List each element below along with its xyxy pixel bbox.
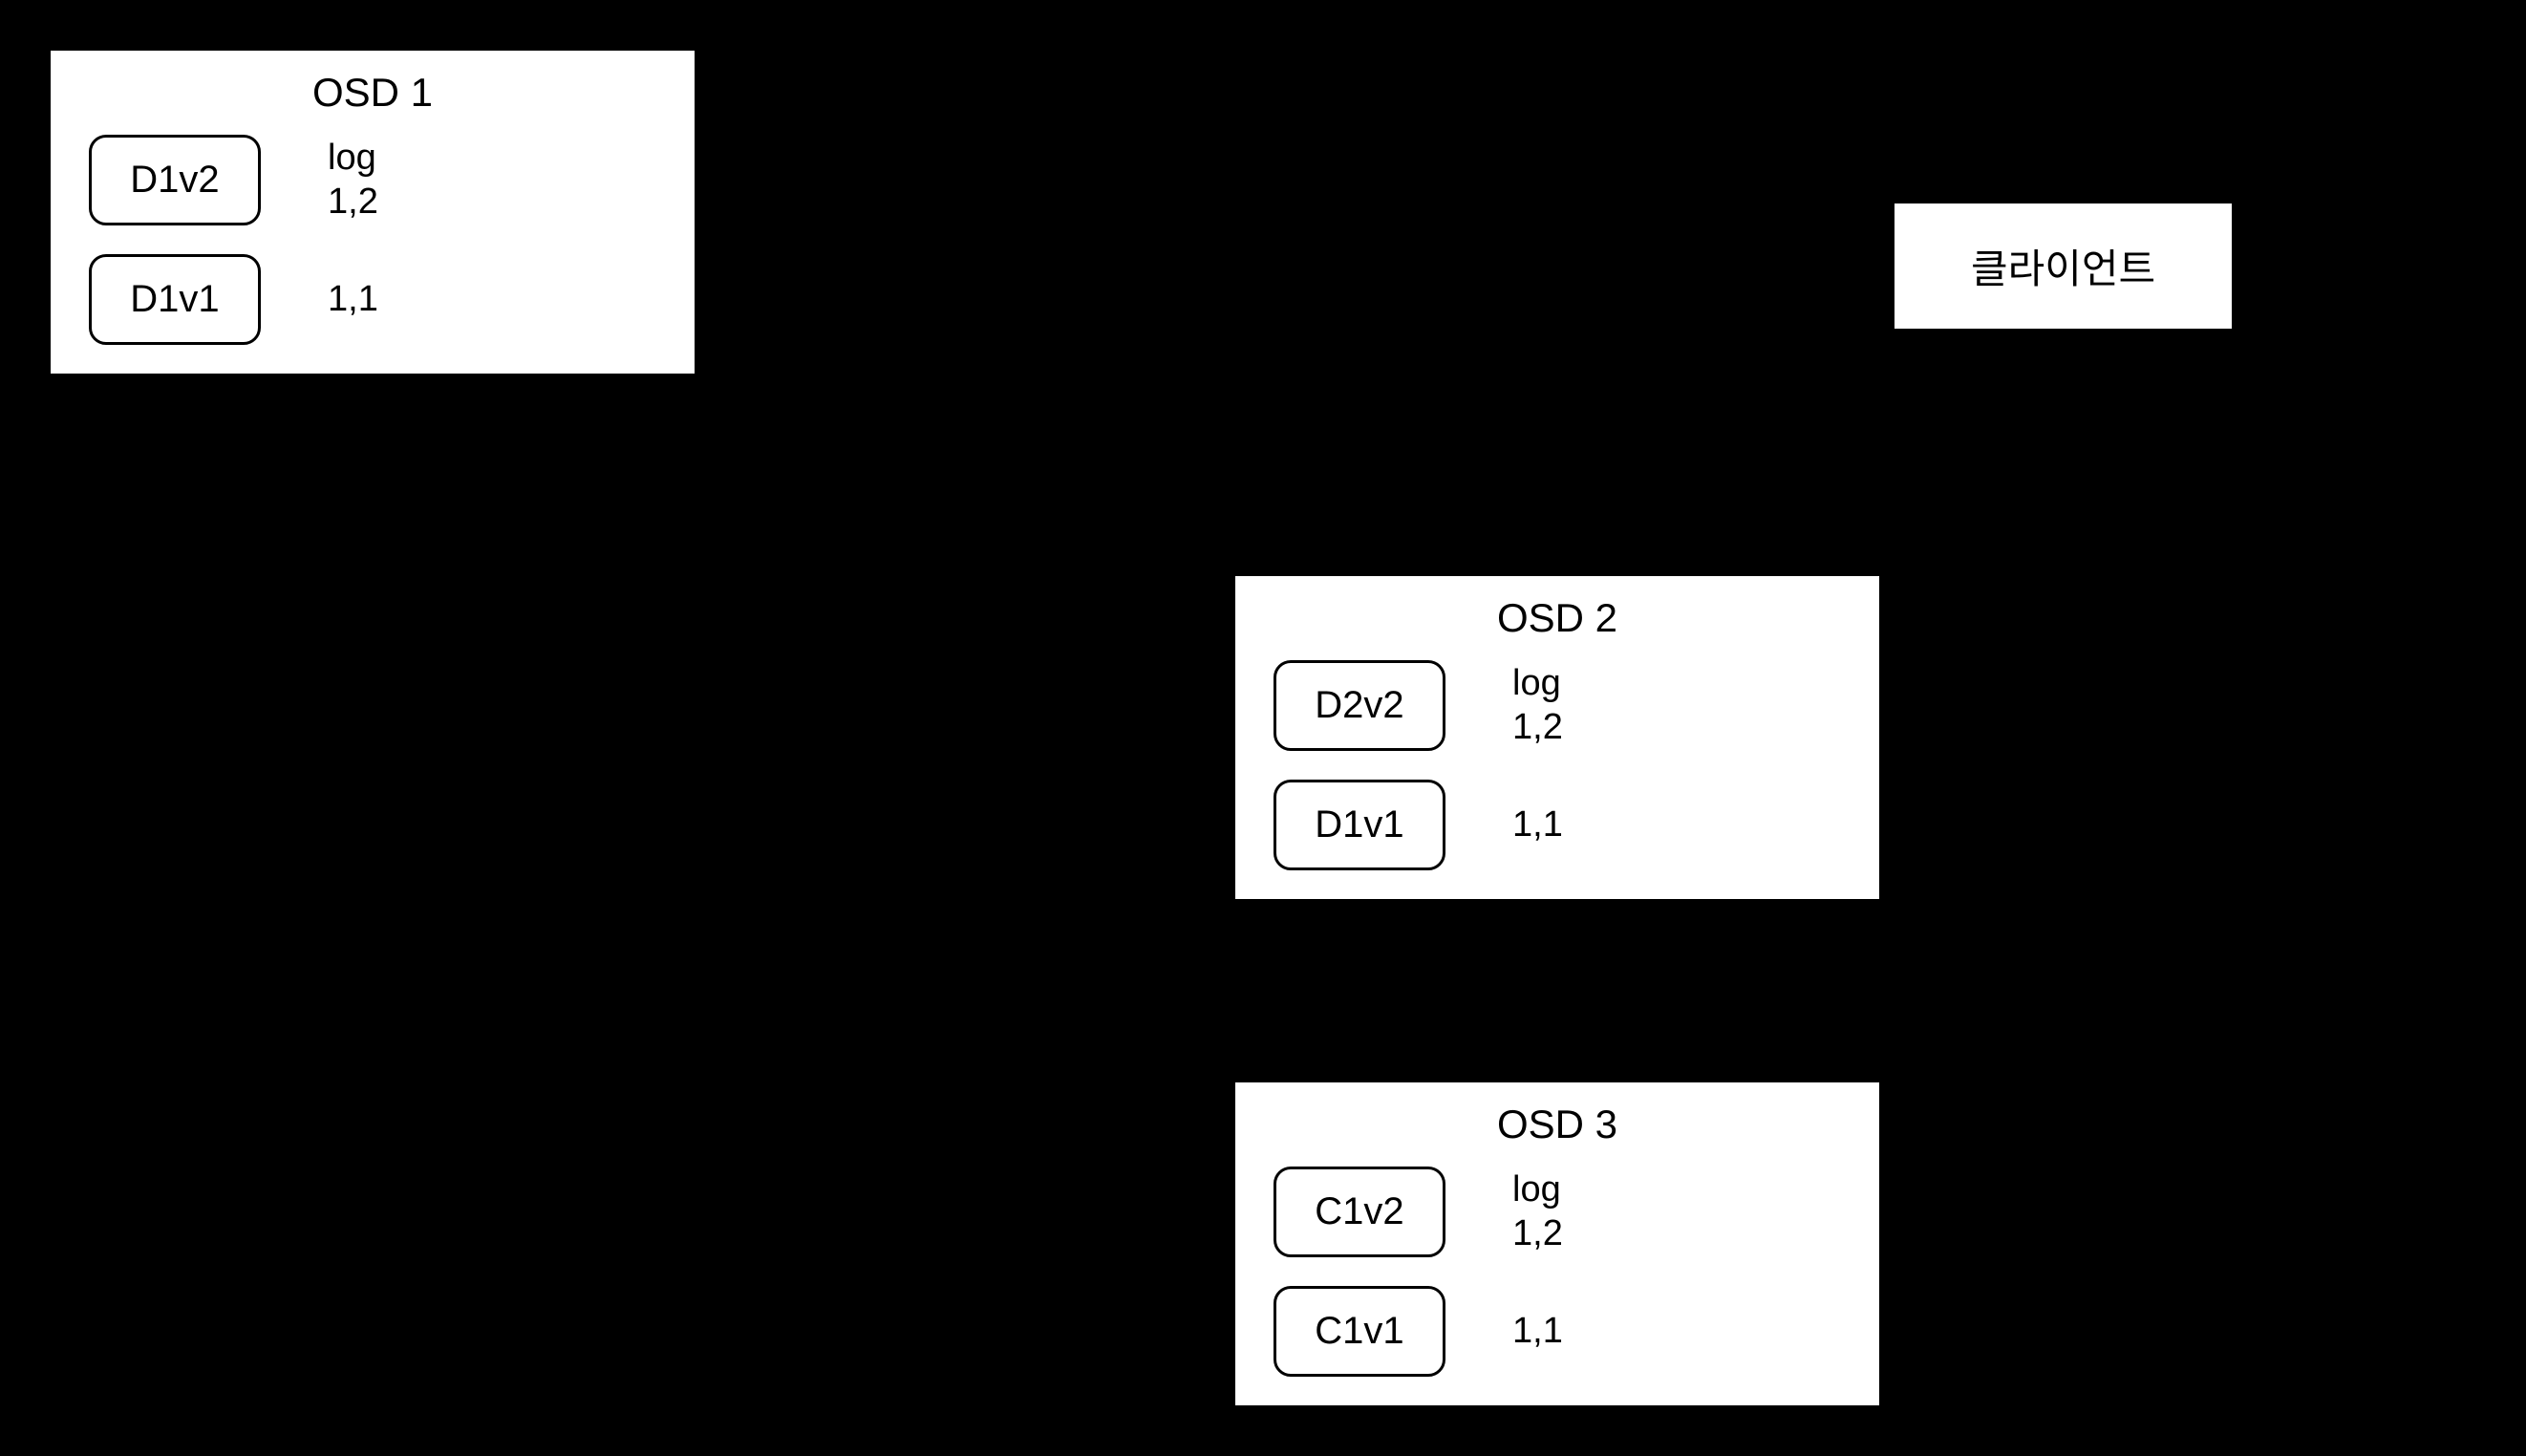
osd2-data1: D2v2 [1274,660,1445,751]
osd1-row2: D1v1 1,1 [89,254,656,345]
osd3-log1-value: 1,2 [1512,1212,1563,1256]
osd2-row2: D1v1 1,1 [1274,780,1841,870]
osd2-log1: log 1,2 [1512,662,1563,749]
osd1-log2-value: 1,1 [328,278,378,322]
osd1-log-label: log [328,137,378,181]
osd3-title: OSD 3 [1274,1102,1841,1147]
osd1-log1-value: 1,2 [328,181,378,225]
client-box: 클라이언트 [1892,201,2235,332]
osd1-box: OSD 1 D1v2 log 1,2 D1v1 1,1 [48,48,697,376]
osd1-log1: log 1,2 [328,137,378,224]
osd2-log2: 1,1 [1512,803,1563,847]
osd2-box: OSD 2 D2v2 log 1,2 D1v1 1,1 [1232,573,1882,902]
osd2-log-label: log [1512,662,1563,706]
osd3-row1: C1v2 log 1,2 [1274,1167,1841,1257]
osd3-data2: C1v1 [1274,1286,1445,1377]
osd3-log2-value: 1,1 [1512,1310,1563,1354]
osd3-row2: C1v1 1,1 [1274,1286,1841,1377]
osd2-data2: D1v1 [1274,780,1445,870]
osd3-data1: C1v2 [1274,1167,1445,1257]
osd3-log-label: log [1512,1168,1563,1212]
osd1-log2: 1,1 [328,278,378,322]
osd1-title: OSD 1 [89,70,656,116]
osd2-log2-value: 1,1 [1512,803,1563,847]
client-label: 클라이언트 [1971,246,2155,291]
osd1-row1: D1v2 log 1,2 [89,135,656,225]
osd3-log1: log 1,2 [1512,1168,1563,1255]
osd1-data2: D1v1 [89,254,261,345]
osd2-log1-value: 1,2 [1512,706,1563,750]
osd2-row1: D2v2 log 1,2 [1274,660,1841,751]
osd2-title: OSD 2 [1274,595,1841,641]
osd1-data1: D1v2 [89,135,261,225]
osd3-log2: 1,1 [1512,1310,1563,1354]
diagram-canvas: OSD 1 D1v2 log 1,2 D1v1 1,1 OSD 2 D2v2 l… [0,0,2526,1456]
osd3-box: OSD 3 C1v2 log 1,2 C1v1 1,1 [1232,1080,1882,1408]
